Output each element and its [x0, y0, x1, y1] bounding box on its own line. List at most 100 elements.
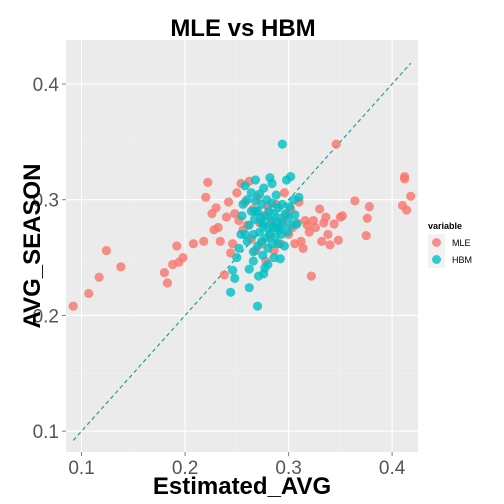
data-point-hbm [275, 254, 285, 264]
data-point-hbm [290, 210, 300, 220]
data-point-mle [361, 230, 371, 241]
x-tick-label: 0.3 [275, 458, 301, 479]
data-point-hbm [230, 273, 240, 284]
data-point-hbm [240, 181, 250, 191]
chart-title: MLE vs HBM [170, 15, 315, 42]
data-point-mle [211, 203, 221, 213]
data-point-mle [159, 268, 169, 278]
major-gridlines [66, 40, 418, 452]
data-point-mle [213, 222, 223, 233]
series-mle [68, 139, 416, 311]
data-point-hbm [228, 265, 238, 275]
y-axis-ticks: 0.1 0.2 0.3 0.4 [33, 75, 66, 443]
x-tick-label: 0.4 [379, 458, 406, 479]
data-point-mle [219, 270, 229, 280]
data-point-mle [94, 272, 104, 282]
data-point-mle [362, 213, 372, 223]
x-axis-title: Estimated_AVG [153, 473, 331, 500]
data-point-mle [399, 174, 410, 184]
y-tick-label: 0.3 [33, 191, 59, 212]
data-point-mle [317, 236, 327, 246]
data-point-hbm [271, 222, 281, 233]
data-point-mle [315, 204, 325, 214]
data-point-hbm [278, 220, 289, 230]
series-hbm [226, 139, 304, 311]
data-point-hbm [240, 229, 250, 240]
data-point-mle [323, 229, 333, 240]
data-point-hbm [248, 256, 258, 266]
data-point-mle [331, 139, 341, 149]
data-point-hbm [286, 171, 296, 182]
data-points [68, 139, 416, 311]
x-tick-label: 0.1 [68, 458, 94, 479]
data-point-hbm [259, 183, 269, 193]
legend-label-mle: MLE [452, 238, 471, 248]
data-point-mle [296, 236, 306, 246]
data-point-hbm [244, 283, 254, 293]
x-axis-ticks: 0.1 0.2 0.3 0.4 [68, 452, 406, 479]
data-point-hbm [250, 206, 261, 216]
data-point-mle [162, 278, 173, 288]
data-point-mle [325, 240, 335, 250]
legend-dot-hbm [432, 255, 441, 264]
data-point-mle [364, 202, 374, 212]
data-point-mle [306, 271, 316, 281]
data-point-mle [308, 215, 319, 226]
data-point-hbm [277, 199, 287, 209]
legend: variable MLE HBM [428, 221, 472, 268]
legend-dot-mle [432, 238, 441, 247]
data-point-mle [223, 197, 234, 207]
legend-label-hbm: HBM [452, 255, 472, 265]
data-point-mle [298, 243, 308, 253]
data-point-mle [188, 239, 198, 249]
data-point-hbm [263, 259, 273, 270]
data-point-hbm [242, 195, 252, 205]
x-tick-label: 0.2 [172, 458, 198, 479]
data-point-hbm [292, 219, 302, 229]
data-point-hbm [252, 301, 263, 311]
data-point-mle [116, 262, 126, 272]
y-tick-label: 0.4 [33, 75, 60, 96]
data-point-hbm [279, 241, 290, 251]
data-point-mle [329, 219, 339, 229]
data-point-mle [321, 212, 331, 222]
data-point-mle [201, 192, 211, 202]
data-point-mle [203, 177, 213, 187]
data-point-mle [84, 288, 94, 299]
data-point-mle [232, 188, 242, 198]
data-point-mle [172, 241, 182, 251]
y-tick-label: 0.1 [33, 422, 59, 443]
data-point-hbm [282, 227, 293, 237]
data-point-hbm [257, 218, 267, 228]
y-axis-title: AVG_SEASON [19, 164, 46, 329]
data-point-mle [337, 211, 348, 221]
data-point-mle [279, 188, 290, 198]
data-point-mle [406, 191, 416, 201]
data-point-hbm [246, 188, 256, 198]
data-point-hbm [267, 178, 277, 189]
legend-title: variable [428, 221, 462, 231]
data-point-mle [68, 301, 78, 311]
data-point-mle [333, 235, 343, 245]
data-point-mle [101, 246, 111, 256]
data-point-hbm [237, 211, 247, 221]
data-point-mle [402, 205, 412, 215]
reference-diagonal-line [72, 62, 412, 441]
data-point-hbm [277, 139, 287, 149]
data-point-mle [310, 222, 321, 233]
data-point-mle [215, 236, 225, 246]
data-point-mle [350, 196, 360, 206]
data-point-hbm [258, 250, 268, 260]
data-point-hbm [232, 252, 242, 263]
data-point-mle [178, 252, 188, 263]
data-point-hbm [285, 202, 295, 212]
data-point-hbm [259, 269, 269, 279]
data-point-mle [221, 212, 232, 222]
data-point-hbm [255, 227, 265, 237]
data-point-hbm [294, 192, 304, 202]
data-point-hbm [242, 236, 252, 246]
data-point-mle [230, 208, 240, 219]
data-point-hbm [226, 287, 236, 297]
data-point-hbm [271, 190, 281, 200]
